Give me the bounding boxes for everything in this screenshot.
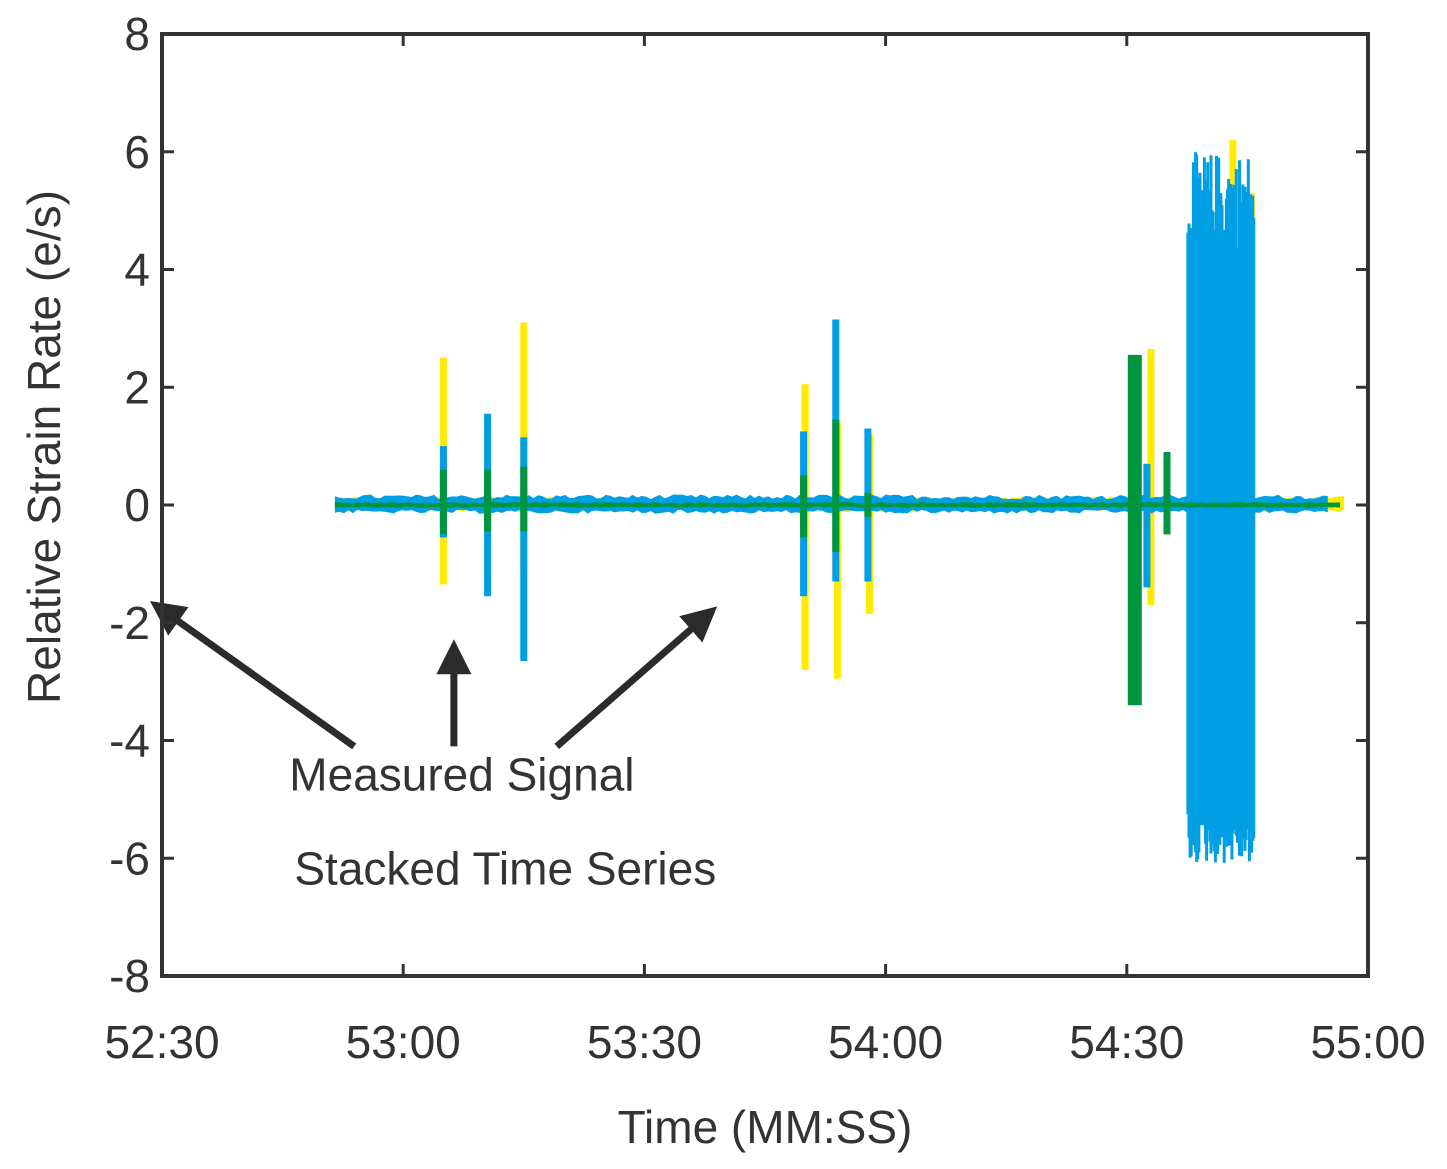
y-tick-label: -2 (109, 597, 150, 649)
y-tick-label: 4 (124, 244, 150, 296)
annotation-stacked-time-series: Stacked Time Series (294, 843, 716, 895)
x-tick-label: 55:00 (1310, 1016, 1425, 1068)
series-layer (334, 140, 1344, 863)
y-tick-label: 6 (124, 126, 150, 178)
y-tick-label: 8 (124, 8, 150, 60)
x-axis-title: Time (MM:SS) (618, 1101, 913, 1153)
annotation-arrow-1 (149, 601, 357, 750)
y-tick-label: -8 (109, 950, 150, 1002)
y-tick-label: 0 (124, 479, 150, 531)
tick-layer: 52:30 53:00 53:30 54:00 54:30 55:00 8 6 4 2 0 -2 -4 -… (104, 8, 1425, 1068)
y-tick-label: 2 (124, 361, 150, 413)
series-blue-burst (1186, 152, 1256, 863)
annotation-layer (149, 601, 718, 750)
x-tick-label: 53:30 (587, 1016, 702, 1068)
x-tick-label: 54:30 (1069, 1016, 1184, 1068)
y-tick-label: -4 (109, 715, 150, 767)
y-tick-label: -6 (109, 832, 150, 884)
annotation-arrow-3 (554, 606, 718, 750)
series-green (334, 354, 1340, 706)
annotation-measured-signal: Measured Signal (289, 749, 634, 801)
x-tick-label: 54:00 (828, 1016, 943, 1068)
x-tick-label: 53:00 (346, 1016, 461, 1068)
x-tick-label: 52:30 (104, 1016, 219, 1068)
y-axis-title: Relative Strain Rate (e/s) (18, 190, 70, 704)
